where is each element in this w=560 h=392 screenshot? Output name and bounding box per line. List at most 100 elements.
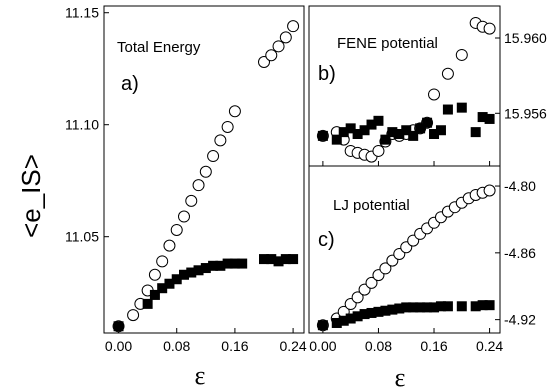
data-point-square — [470, 301, 481, 312]
data-point-square — [142, 298, 153, 309]
data-point-circle — [441, 67, 454, 80]
data-point-square — [345, 313, 356, 324]
y-tick-label: -4.92 — [504, 312, 536, 328]
data-point-square — [366, 119, 377, 130]
data-point-circle — [372, 144, 385, 157]
data-point-square — [387, 304, 398, 315]
data-point-square — [113, 321, 124, 332]
data-point-square — [380, 134, 391, 145]
data-point-square — [408, 130, 419, 141]
data-point-square — [456, 301, 467, 312]
data-point-square — [179, 269, 189, 280]
data-point-square — [193, 265, 204, 276]
data-point-square — [415, 302, 426, 313]
x-axis-label-right: ε — [395, 363, 406, 392]
data-point-square — [237, 258, 248, 269]
data-point-square — [456, 102, 467, 113]
data-point-square — [280, 254, 291, 265]
data-point-circle — [483, 22, 496, 35]
data-point-square — [352, 311, 363, 322]
data-point-square — [317, 320, 328, 331]
data-point-circle — [214, 134, 227, 147]
data-point-square — [266, 254, 277, 265]
y-tick-label: 11.15 — [65, 5, 99, 21]
data-point-square — [366, 307, 377, 318]
data-point-circle — [148, 268, 161, 281]
data-point-square — [164, 278, 175, 289]
y-tick-label: 15.960 — [504, 30, 547, 46]
data-point-square — [477, 300, 488, 311]
data-point-circle — [483, 184, 496, 197]
data-point-square — [435, 301, 446, 312]
data-point-square — [259, 254, 269, 265]
y-tick-label: 11.05 — [65, 229, 99, 245]
data-point-square — [422, 302, 433, 313]
data-point-square — [331, 317, 342, 328]
x-axis-label-left: ε — [195, 361, 206, 390]
data-point-square — [435, 125, 446, 136]
data-point-square — [394, 303, 405, 314]
data-point-square — [288, 254, 299, 265]
x-tick-label: 0.08 — [163, 338, 190, 354]
panel-b-label: b) — [318, 63, 336, 85]
data-point-square — [200, 263, 211, 274]
data-point-square — [338, 127, 349, 138]
x-tick-label: 0.24 — [279, 338, 306, 354]
data-point-circle — [170, 223, 183, 236]
x-tick-label: 0.16 — [420, 338, 447, 354]
y-tick-label: 11.10 — [65, 117, 99, 133]
data-point-circle — [207, 150, 220, 163]
data-point-square — [442, 104, 453, 115]
panel-b: FENE potential b) 15.960 15.956 — [308, 5, 547, 167]
data-point-square — [373, 306, 384, 317]
data-point-circle — [156, 255, 169, 268]
data-point-circle — [228, 105, 241, 118]
data-point-circle — [287, 20, 300, 33]
x-tick-label: 0.08 — [365, 338, 392, 354]
data-point-square — [408, 302, 419, 313]
x-tick-label: 0.00 — [309, 338, 336, 354]
data-point-square — [422, 117, 433, 128]
panel-a-annotation: Total Energy — [117, 39, 201, 56]
data-point-square — [273, 256, 284, 267]
panel-b-annotation: FENE potential — [337, 35, 438, 52]
data-point-square — [222, 258, 233, 269]
data-point-circle — [258, 55, 270, 68]
data-point-square — [171, 274, 182, 285]
data-point-square — [149, 289, 160, 300]
data-point-circle — [351, 291, 364, 304]
panel-c-annotation: LJ potential — [333, 197, 410, 214]
data-point-square — [352, 129, 363, 139]
data-point-square — [442, 301, 453, 312]
panel-c: LJ potential c) ε -4.80 -4.86 -4.92 0.00 0.… — [308, 165, 536, 392]
data-point-square — [338, 315, 349, 326]
data-point-circle — [221, 120, 234, 133]
panel-a-label: a) — [121, 73, 139, 95]
data-point-circle — [163, 239, 176, 252]
data-point-square — [429, 129, 440, 139]
data-point-square — [331, 134, 342, 145]
data-point-square — [401, 302, 412, 313]
data-point-square — [394, 129, 405, 139]
data-point-square — [186, 267, 197, 278]
data-point-square — [317, 130, 328, 141]
data-point-circle — [279, 31, 292, 44]
data-point-square — [429, 302, 440, 313]
data-point-square — [345, 123, 356, 134]
data-point-square — [208, 260, 219, 271]
data-point-square — [477, 112, 488, 123]
panel-a-frame — [103, 5, 305, 334]
panel-a: Total Energy a) <e_IS> ε 11.05 11.10 11.15… — [16, 5, 307, 390]
data-point-circle — [178, 210, 190, 223]
data-point-square — [373, 115, 384, 126]
data-point-circle — [185, 194, 198, 207]
data-point-circle — [192, 179, 205, 192]
data-point-square — [380, 305, 391, 316]
data-point-square — [215, 260, 226, 271]
y-tick-label: 15.956 — [504, 105, 547, 121]
panel-c-frame — [308, 165, 501, 334]
data-point-square — [359, 309, 370, 320]
data-point-circle — [365, 276, 378, 289]
data-point-square — [387, 127, 398, 138]
